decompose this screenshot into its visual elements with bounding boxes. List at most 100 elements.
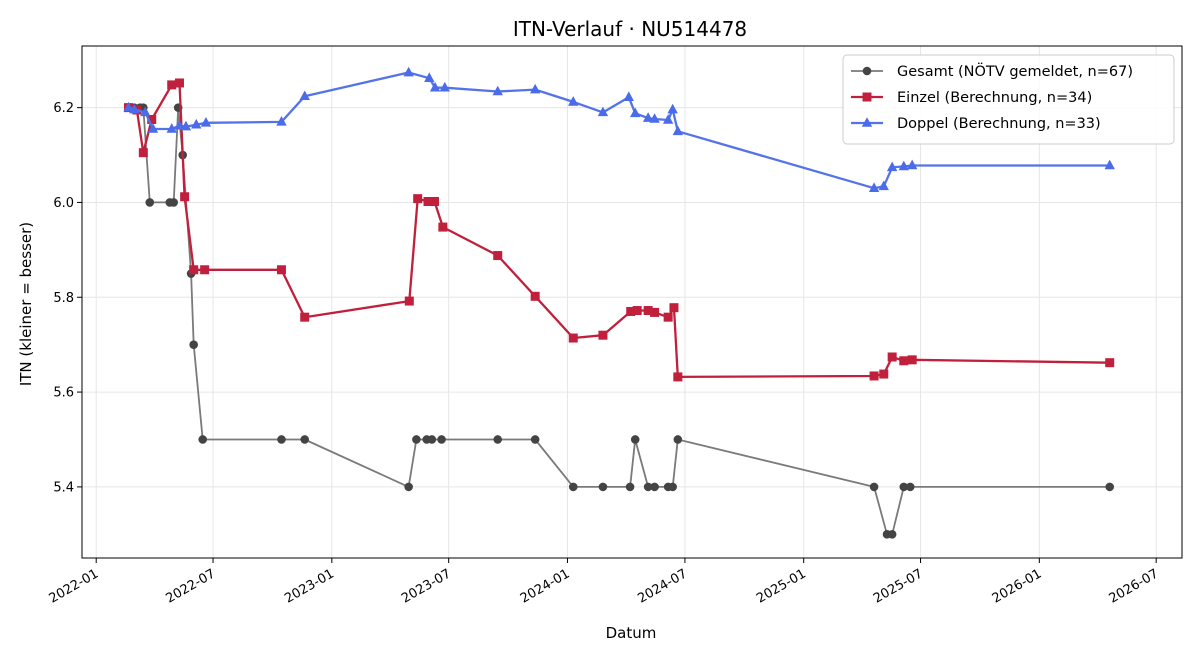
data-point-doppel xyxy=(906,159,918,170)
data-point-doppel xyxy=(166,123,177,133)
data-point-gesamt xyxy=(169,198,178,207)
y-axis-label: ITN (kleiner = besser) xyxy=(17,222,35,386)
data-point-doppel xyxy=(140,106,151,117)
data-point-gesamt xyxy=(887,529,897,539)
data-point-doppel xyxy=(403,66,414,77)
legend-label-einzel: Einzel (Berechnung, n=34) xyxy=(897,90,1092,106)
x-tick-label: 2025-01 xyxy=(754,566,809,606)
data-point-einzel xyxy=(138,148,148,158)
data-point-doppel xyxy=(672,125,684,136)
data-point-einzel xyxy=(429,196,439,206)
data-point-doppel xyxy=(191,118,202,129)
data-point-doppel xyxy=(597,106,609,117)
legend-label-doppel: Doppel (Berechnung, n=33) xyxy=(897,116,1101,132)
data-point-einzel xyxy=(598,330,608,340)
data-point-doppel xyxy=(276,116,287,126)
data-point-einzel xyxy=(276,265,286,275)
data-point-einzel xyxy=(530,291,540,301)
data-point-einzel xyxy=(626,306,636,316)
legend-marker-gesamt xyxy=(862,66,872,76)
data-point-gesamt xyxy=(905,482,915,492)
series-doppel xyxy=(123,66,1115,193)
data-point-gesamt xyxy=(650,482,659,492)
data-point-gesamt xyxy=(437,435,446,444)
data-point-doppel xyxy=(623,91,634,101)
data-point-gesamt xyxy=(899,482,909,492)
plot-frame xyxy=(81,45,1183,559)
x-tick-label: 2024-01 xyxy=(518,566,573,606)
data-point-einzel xyxy=(650,307,660,317)
series-layer xyxy=(123,66,1115,539)
series-gesamt xyxy=(124,103,1114,539)
legend: Gesamt (NÖTV gemeldet, n=67) Einzel (Bere… xyxy=(842,54,1175,145)
data-point-einzel xyxy=(899,356,909,366)
legend-box xyxy=(842,54,1175,145)
data-point-gesamt xyxy=(198,435,208,444)
data-point-gesamt xyxy=(668,482,677,492)
data-point-gesamt xyxy=(277,435,286,444)
data-point-doppel xyxy=(180,120,192,131)
data-point-gesamt xyxy=(300,435,310,444)
data-point-doppel xyxy=(662,114,674,124)
legend-marker-einzel xyxy=(862,92,872,102)
data-point-gesamt xyxy=(643,482,653,492)
data-point-einzel xyxy=(673,372,683,382)
data-point-einzel xyxy=(189,265,199,275)
data-point-doppel xyxy=(886,161,898,172)
data-point-doppel xyxy=(299,90,310,101)
data-point-doppel xyxy=(868,182,880,193)
x-axis-label: Datum xyxy=(606,624,657,642)
data-point-einzel xyxy=(200,265,210,275)
data-point-doppel xyxy=(439,81,450,92)
data-point-doppel xyxy=(649,113,660,123)
data-point-gesamt xyxy=(412,435,421,444)
x-tick-label: 2024-07 xyxy=(635,566,690,606)
data-point-einzel xyxy=(438,222,448,232)
data-point-einzel xyxy=(423,196,433,206)
legend-label-gesamt: Gesamt (NÖTV gemeldet, n=67) xyxy=(897,62,1133,80)
data-point-einzel xyxy=(643,306,653,316)
data-point-doppel xyxy=(424,72,435,83)
data-point-doppel xyxy=(429,81,441,92)
x-tick-label: 2026-07 xyxy=(1107,566,1162,606)
data-point-einzel xyxy=(568,333,578,343)
data-point-einzel xyxy=(167,80,177,90)
data-point-gesamt xyxy=(404,482,413,492)
y-tick-label: 6.0 xyxy=(53,196,74,211)
data-point-gesamt xyxy=(625,482,635,492)
data-point-einzel xyxy=(663,312,673,322)
data-point-einzel xyxy=(669,303,679,313)
data-point-einzel xyxy=(300,312,310,322)
x-tick-label: 2022-01 xyxy=(47,566,102,606)
data-point-gesamt xyxy=(869,482,879,492)
data-point-einzel xyxy=(1105,358,1115,368)
x-tick-label: 2025-07 xyxy=(871,566,926,606)
data-point-doppel xyxy=(630,107,641,118)
x-tick-label: 2022-07 xyxy=(163,566,218,606)
data-point-einzel xyxy=(907,355,917,365)
data-point-doppel xyxy=(667,103,678,114)
data-point-einzel xyxy=(632,306,642,316)
grid-layer xyxy=(82,46,1182,558)
x-tick-label: 2026-01 xyxy=(990,566,1045,606)
data-point-einzel xyxy=(147,114,157,124)
data-point-gesamt xyxy=(1105,482,1114,492)
data-point-einzel xyxy=(180,192,190,202)
legend-marker-doppel xyxy=(861,117,873,127)
data-point-doppel xyxy=(878,180,889,191)
data-point-einzel xyxy=(869,371,879,381)
data-point-einzel xyxy=(404,296,414,306)
data-point-gesamt xyxy=(493,435,503,444)
series-einzel xyxy=(123,78,1115,382)
data-point-doppel xyxy=(492,85,503,96)
data-point-doppel xyxy=(568,96,579,106)
data-point-gesamt xyxy=(530,435,540,444)
chart-title: ITN-Verlauf · NU514478 xyxy=(513,17,747,41)
data-point-einzel xyxy=(879,369,889,379)
y-tick-label: 5.6 xyxy=(53,386,74,401)
data-point-einzel xyxy=(413,194,423,204)
data-point-doppel xyxy=(1104,159,1115,170)
y-tick-label: 6.2 xyxy=(53,101,74,116)
data-point-gesamt xyxy=(145,198,155,207)
axis-layer: 2022-01 2022-07 2023-01 2023-07 2024-01 2024-… xyxy=(47,101,1162,606)
